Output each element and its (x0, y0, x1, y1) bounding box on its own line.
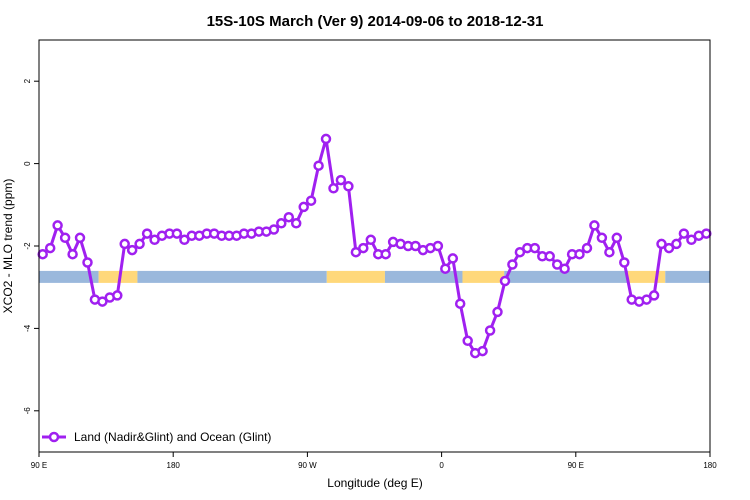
data-point (276, 218, 287, 229)
data-point (141, 228, 153, 239)
surface-segment-ocean (504, 270, 628, 283)
data-point (290, 218, 302, 229)
data-point (126, 244, 138, 256)
y-axis-label: XCO2 - MLO trend (ppm) (1, 179, 15, 314)
data-point (701, 228, 712, 239)
data-point (298, 201, 309, 213)
data-point (59, 232, 71, 244)
surface-segment-ocean (39, 270, 99, 283)
data-point (305, 195, 317, 206)
data-point (529, 242, 541, 254)
data-point (440, 263, 451, 274)
data-point (604, 246, 615, 258)
legend-marker (48, 431, 60, 443)
surface-segment-land (627, 270, 666, 283)
data-point (283, 211, 295, 223)
y-tick-label: 0 (23, 161, 32, 166)
surface-segment-ocean (384, 270, 463, 283)
data-point (328, 183, 339, 194)
data-point (611, 232, 623, 244)
data-point (432, 240, 444, 252)
data-point (268, 224, 280, 235)
data-point (358, 242, 369, 254)
surface-segment-land (462, 270, 505, 283)
y-tick-label: -4 (23, 324, 32, 332)
data-point (596, 232, 608, 244)
data-point (678, 228, 690, 239)
y-tick-label: 2 (23, 78, 32, 83)
data-point (663, 242, 675, 254)
data-point (671, 238, 682, 250)
data-point (74, 232, 86, 244)
data-point (656, 238, 667, 250)
data-point (484, 325, 496, 336)
data-point (350, 246, 362, 258)
data-point (171, 228, 183, 239)
data-point (514, 246, 526, 258)
data-point (52, 220, 63, 231)
data-point (559, 263, 570, 274)
data-point (365, 234, 377, 246)
data-point (447, 253, 459, 264)
surface-segment-ocean (137, 270, 327, 283)
data-point (179, 234, 190, 246)
data-point (112, 290, 123, 301)
x-axis: 90 E 180 90 W 0 90 E 180 (31, 452, 717, 470)
data-point (641, 294, 652, 305)
x-tick-label: 90 W (298, 461, 317, 470)
data-point (648, 290, 660, 301)
data-point (335, 174, 347, 186)
legend: Land (Nadir&Glint) and Ocean (Glint) (42, 430, 271, 444)
data-point (343, 181, 354, 192)
surface-bar (39, 270, 710, 283)
data-point (37, 248, 48, 260)
x-tick-label: 0 (439, 461, 444, 470)
series-layer (37, 133, 712, 359)
data-point (581, 242, 593, 254)
data-point (134, 238, 145, 250)
y-axis: 2 0 -2 -4 -6 (23, 78, 39, 414)
data-point (589, 220, 600, 231)
data-point (380, 248, 391, 260)
data-point (67, 248, 78, 260)
data-point (551, 259, 563, 270)
data-point (507, 259, 518, 270)
data-point (410, 240, 421, 252)
surface-segment-land (326, 270, 385, 283)
data-point (477, 345, 488, 357)
x-tick-label: 180 (167, 461, 181, 470)
legend-label: Land (Nadir&Glint) and Ocean (Glint) (74, 430, 271, 444)
data-point (619, 257, 630, 268)
surface-segment-ocean (665, 270, 710, 283)
data-point (313, 160, 324, 171)
data-point (320, 133, 332, 145)
x-axis-label: Longitude (deg E) (327, 476, 422, 490)
data-point (97, 296, 108, 307)
data-point (686, 234, 697, 246)
data-point (492, 306, 503, 318)
chart-title: 15S-10S March (Ver 9) 2014-09-06 to 2018… (207, 13, 544, 30)
data-point (44, 242, 56, 254)
y-tick-label: -6 (23, 407, 32, 415)
surface-segment-land (98, 270, 138, 283)
data-point (119, 238, 130, 250)
data-point (574, 248, 585, 260)
data-point (454, 298, 466, 309)
x-tick-label: 90 E (31, 461, 47, 470)
data-point (462, 335, 473, 347)
data-point (499, 275, 511, 287)
data-point (149, 234, 160, 246)
data-point (82, 257, 93, 268)
y-tick-label: -2 (23, 242, 32, 250)
x-tick-label: 180 (703, 461, 717, 470)
x-tick-label: 90 E (568, 461, 584, 470)
data-point (544, 251, 555, 262)
